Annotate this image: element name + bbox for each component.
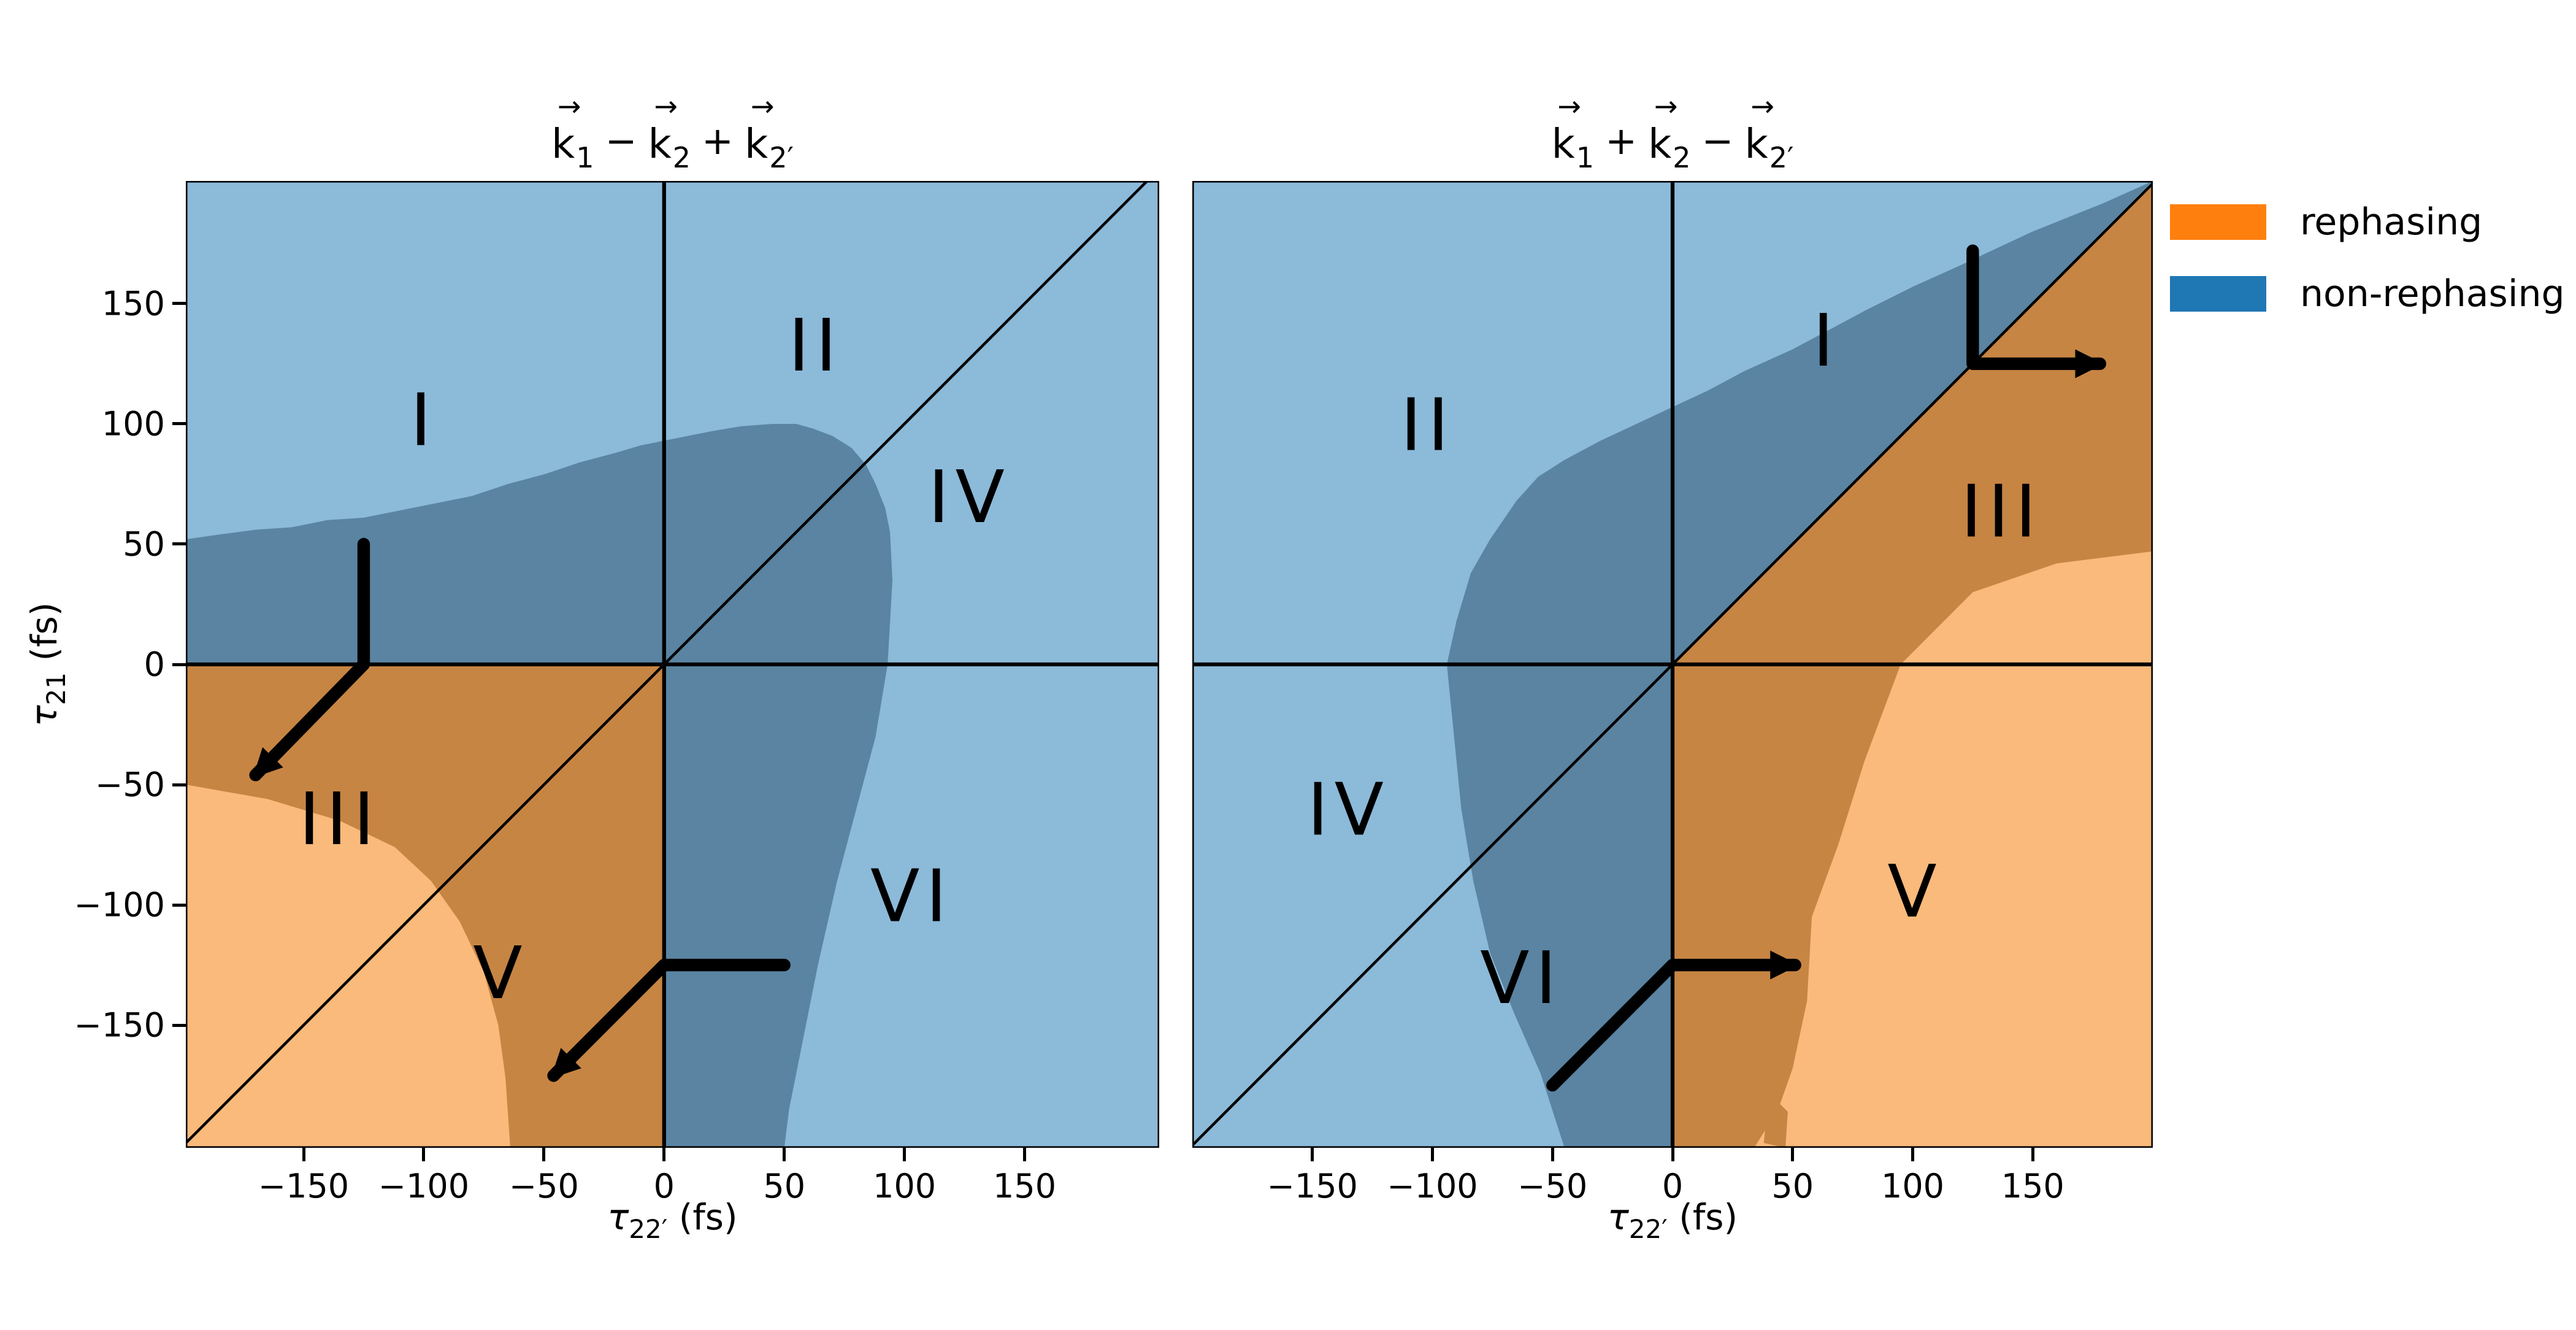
x-tick-mark [1671,1148,1674,1161]
k-vector-term: → k2 [1648,90,1691,174]
region-label-VI: VI [870,855,953,939]
x-tick-mark [1551,1148,1554,1161]
x-tick-label: −100 [1387,1167,1478,1205]
pulse-ordering-arrow-lower [547,958,791,1082]
region-label-V: V [1887,850,1942,934]
y-tick-mark [172,542,186,546]
region-label-V: V [473,931,528,1015]
operator: + [702,118,734,163]
x-tick-label: 100 [1880,1167,1945,1205]
region-label-I: I [1812,299,1839,383]
diagonal-line [186,181,1149,1144]
region-label-VI: VI [1480,936,1563,1020]
region-label-III: III [299,777,380,861]
x-tick-mark [542,1148,546,1161]
y-tick-label: −100 [74,885,165,924]
operator: − [605,118,637,163]
vector-arrow-icon: → [750,90,775,123]
x-tick-label: 0 [1662,1167,1684,1205]
operator: − [1701,118,1734,163]
x-tick-mark [1911,1148,1914,1161]
rephasing-dominant-island [1763,1092,1788,1148]
region-label-III: III [1961,469,2042,553]
y-tick-label: 50 [123,525,165,564]
k-vector-term: → k2′ [744,90,794,174]
legend-label: rephasing [2300,201,2483,244]
non-rephasing-color-swatch [2170,276,2266,312]
x-tick-label: 100 [873,1167,937,1205]
y-tick-mark [172,302,186,306]
y-tick-mark [172,422,186,426]
region-label-II: II [788,304,843,388]
vector-arrow-icon: → [1557,90,1582,123]
y-tick-mark [172,783,186,786]
region-label-IV: IV [1307,767,1390,851]
vector-arrow-icon: → [1750,90,1775,123]
x-tick-label: 50 [763,1167,806,1205]
x-tick-label: 150 [2001,1167,2064,1205]
vector-arrow-icon: → [654,90,678,123]
x-tick-mark [1023,1148,1027,1161]
vector-arrow-icon: → [1654,90,1678,123]
x-tick-mark [1791,1148,1795,1161]
x-tick-label: 50 [1771,1167,1814,1205]
region-label-I: I [410,378,437,462]
x-tick-mark [662,1148,666,1161]
right-panel-title: → k1 + → k2− → k2′ [1552,92,1794,174]
y-axis-label: τ21 (fs) [23,602,71,727]
non-rephasing-dominant-region [1446,181,2153,1148]
x-tick-label: −150 [258,1167,350,1205]
x-tick-label: −150 [1267,1167,1358,1205]
x-axis-label: τ22′ (fs) [1607,1196,1738,1244]
x-tick-label: 150 [993,1167,1057,1205]
x-tick-label: 0 [653,1167,675,1205]
y-tick-label: 0 [144,645,165,684]
region-label-IV: IV [928,455,1011,539]
left-panel-title: → k1− → k2 + → k2′ [551,92,794,174]
k-vector-term: → k2 [648,90,691,174]
rephasing-color-swatch [2170,204,2266,240]
y-tick-label: 150 [101,284,165,323]
x-tick-mark [1311,1148,1314,1161]
operator: + [1605,118,1638,163]
y-tick-mark [172,663,186,666]
legend: rephasing non-rephasing [2170,201,2565,344]
x-tick-mark [2031,1148,2034,1161]
rephasing-dominant-region [1754,551,2153,1148]
k-vector-term: → k2′ [1744,90,1794,174]
x-tick-mark [903,1148,907,1161]
x-tick-mark [422,1148,426,1161]
x-tick-label: −50 [508,1167,579,1205]
tau-symbol: τ [23,705,65,727]
x-tick-mark [302,1148,305,1161]
y-tick-label: −150 [74,1005,165,1045]
x-axis-label: τ22′ (fs) [607,1196,738,1244]
pulse-ordering-arrow-lower [1546,950,1801,1092]
tau-symbol: τ [607,1196,629,1238]
pulse-ordering-arrow-upper [249,537,370,782]
legend-label: non-rephasing [2300,272,2565,315]
x-tick-label: −50 [1517,1167,1588,1205]
legend-item-rephasing: rephasing [2170,201,2565,244]
rephasing-dominant-region [186,785,510,1148]
y-tick-label: −50 [95,765,165,804]
vector-arrow-icon: → [558,90,581,123]
k-vector-term: → k1 [551,90,594,174]
pulse-ordering-arrow-upper [1966,244,2107,379]
y-tick-mark [172,1023,186,1027]
legend-item-non-rephasing: non-rephasing [2170,272,2565,315]
k-vector-term: → k1 [1551,90,1595,174]
x-tick-mark [783,1148,786,1161]
region-label-II: II [1400,383,1455,467]
tau-symbol: τ [1607,1196,1629,1238]
y-tick-label: 100 [101,404,165,444]
y-tick-mark [172,903,186,907]
x-tick-label: −100 [378,1167,470,1205]
x-tick-mark [1431,1148,1434,1161]
